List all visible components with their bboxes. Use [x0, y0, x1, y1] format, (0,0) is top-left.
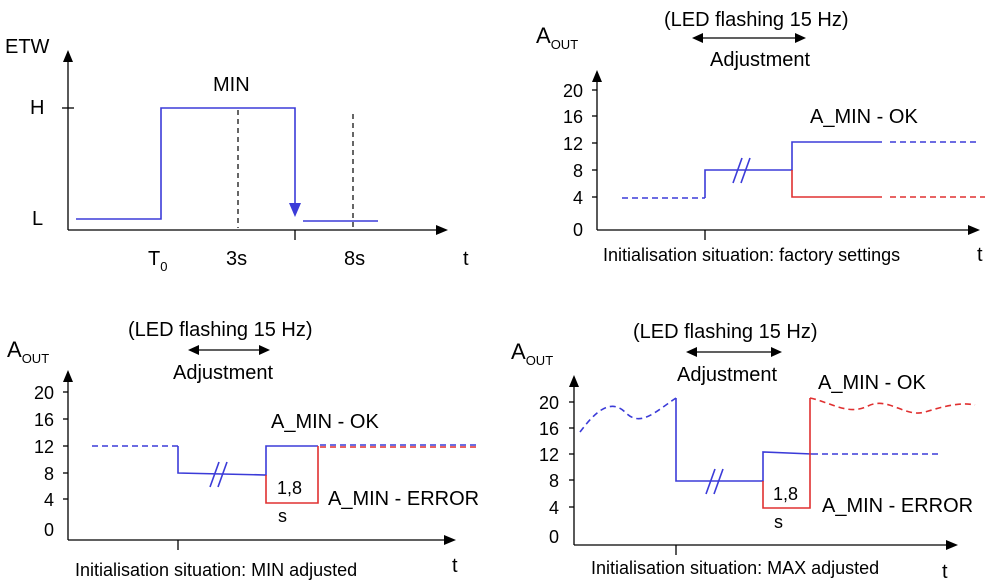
p2-t-label: t [977, 244, 983, 266]
p3-t-label: t [452, 555, 458, 577]
p4-signal-ok [675, 398, 813, 482]
p4-y-axis-arrowhead [569, 375, 579, 387]
p4-x-axis-arrowhead [946, 540, 958, 550]
p2-signal-error [791, 170, 882, 198]
etw-low-label: L [32, 208, 43, 230]
p3-led-note: (LED flashing 15 Hz) [128, 319, 313, 341]
p3-duration-unit: s [278, 506, 287, 526]
p4-tick-label-20: 20 [539, 393, 559, 413]
p4-tick-label-0: 0 [549, 527, 559, 547]
p3-y-axis-arrowhead [63, 370, 73, 382]
p3-break-mark-2 [217, 461, 228, 488]
etw-pulse-label: MIN [213, 74, 250, 96]
panel-max-adjusted: (LED flashing 15 Hz) Adjustment AOUT 20 … [511, 321, 976, 581]
etw-signal [76, 107, 296, 220]
p4-tick-label-12: 12 [539, 445, 559, 465]
p3-duration-label: 1,8 [277, 478, 302, 498]
p4-led-note: (LED flashing 15 Hz) [633, 321, 818, 343]
p2-led-note: (LED flashing 15 Hz) [664, 9, 849, 31]
p4-break-mark-1 [705, 468, 716, 495]
p4-initial-wave [579, 397, 677, 433]
p2-tick-label-0: 0 [573, 220, 583, 240]
p3-tick-label-0: 0 [44, 520, 54, 540]
p2-y-axis-arrowhead [592, 70, 602, 82]
p2-break-mark-2 [740, 157, 751, 184]
etw-y-axis-arrowhead [63, 50, 73, 62]
panel-factory-settings: (LED flashing 15 Hz) Adjustment AOUT 20 … [536, 9, 985, 266]
p2-tick-label-4: 4 [573, 188, 583, 208]
p3-signal-ok [177, 445, 318, 476]
etw-3s-label: 3s [226, 248, 247, 270]
p4-y-axis-label: AOUT [511, 339, 553, 368]
p3-x-axis-arrowhead [444, 535, 456, 545]
p3-tick-label-12: 12 [34, 437, 54, 457]
p3-ok-label: A_MIN - OK [271, 411, 379, 433]
p3-tick-label-20: 20 [34, 383, 54, 403]
p4-error-continuation [809, 397, 976, 414]
etw-x-axis-arrowhead [436, 225, 448, 235]
etw-axis-label: ETW [5, 36, 50, 58]
p4-tick-label-8: 8 [549, 471, 559, 491]
p4-adjust-arrowhead-right [771, 347, 782, 357]
p2-adjust-arrowhead-right [795, 33, 806, 43]
p4-error-pulse [762, 398, 811, 509]
p3-adjust-arrowhead-right [259, 345, 270, 355]
p2-ok-label: A_MIN - OK [810, 106, 918, 128]
p2-tick-label-16: 16 [563, 107, 583, 127]
p3-adjustment-label: Adjustment [173, 362, 273, 384]
p4-ok-label: A_MIN - OK [818, 372, 926, 394]
p2-y-axis-label: AOUT [536, 23, 578, 52]
etw-8s-label: 8s [344, 248, 365, 270]
etw-high-label: H [30, 97, 44, 119]
p2-adjust-arrowhead-left [692, 33, 703, 43]
etw-t-label: t [463, 248, 469, 270]
panel-min-adjusted: (LED flashing 15 Hz) Adjustment AOUT 20 … [7, 319, 480, 580]
p4-caption: Initialisation situation: MAX adjusted [591, 558, 879, 578]
p2-tick-label-12: 12 [563, 134, 583, 154]
p2-break-mark-1 [732, 157, 743, 184]
p2-adjustment-label: Adjustment [710, 49, 810, 71]
p3-break-mark-1 [209, 461, 220, 488]
p3-error-pulse [265, 446, 319, 504]
p3-y-axis-label: AOUT [7, 337, 49, 366]
p2-tick-label-20: 20 [563, 81, 583, 101]
panel-etw-input: ETW H L MIN T0 3s 8s t [5, 36, 469, 274]
etw-signal-arrowhead [289, 203, 301, 217]
p4-duration-unit: s [774, 512, 783, 532]
p2-x-axis-arrowhead [968, 225, 980, 235]
p3-error-label: A_MIN - ERROR [328, 488, 479, 510]
p3-tick-label-8: 8 [44, 464, 54, 484]
p2-caption: Initialisation situation: factory settin… [603, 245, 900, 265]
p2-signal-ok [704, 141, 882, 198]
p3-tick-label-16: 16 [34, 410, 54, 430]
p4-tick-label-16: 16 [539, 419, 559, 439]
p4-t-label: t [942, 561, 948, 581]
p4-duration-label: 1,8 [773, 484, 798, 504]
p3-adjust-arrowhead-left [188, 345, 199, 355]
p2-tick-label-8: 8 [573, 161, 583, 181]
p3-caption: Initialisation situation: MIN adjusted [75, 560, 357, 580]
p4-adjustment-label: Adjustment [677, 364, 777, 386]
p4-break-mark-2 [713, 468, 724, 495]
p4-error-label: A_MIN - ERROR [822, 495, 973, 517]
p4-tick-label-4: 4 [549, 498, 559, 518]
p4-adjust-arrowhead-left [686, 347, 697, 357]
etw-t0-label: T0 [148, 248, 167, 274]
p3-tick-label-4: 4 [44, 490, 54, 510]
